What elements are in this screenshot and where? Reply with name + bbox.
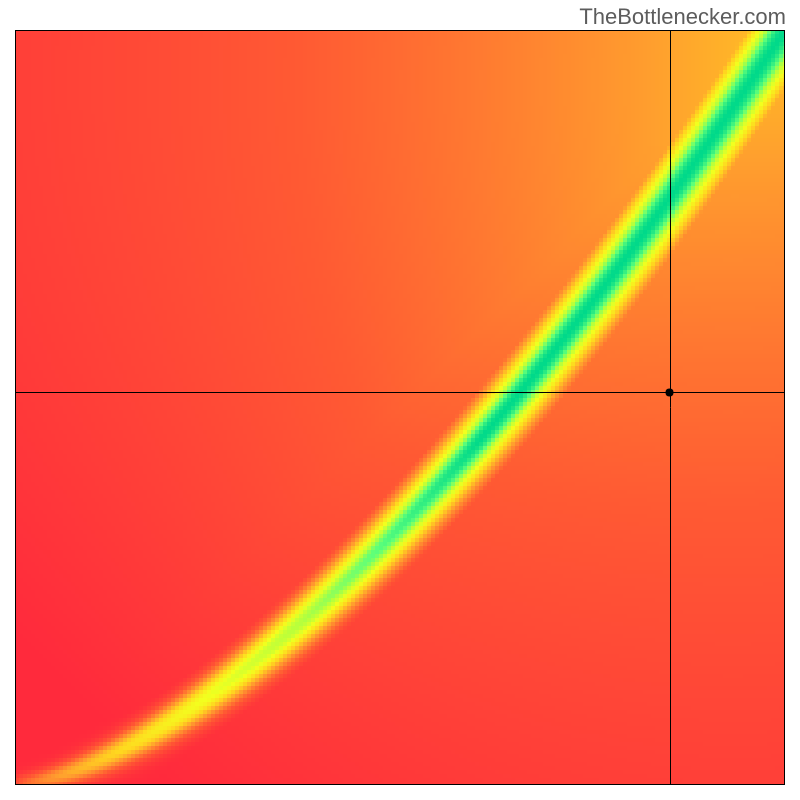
heatmap-canvas	[15, 30, 785, 785]
bottleneck-heatmap	[15, 30, 785, 785]
watermark-text: TheBottlenecker.com	[579, 4, 786, 30]
root: TheBottlenecker.com	[0, 0, 800, 800]
